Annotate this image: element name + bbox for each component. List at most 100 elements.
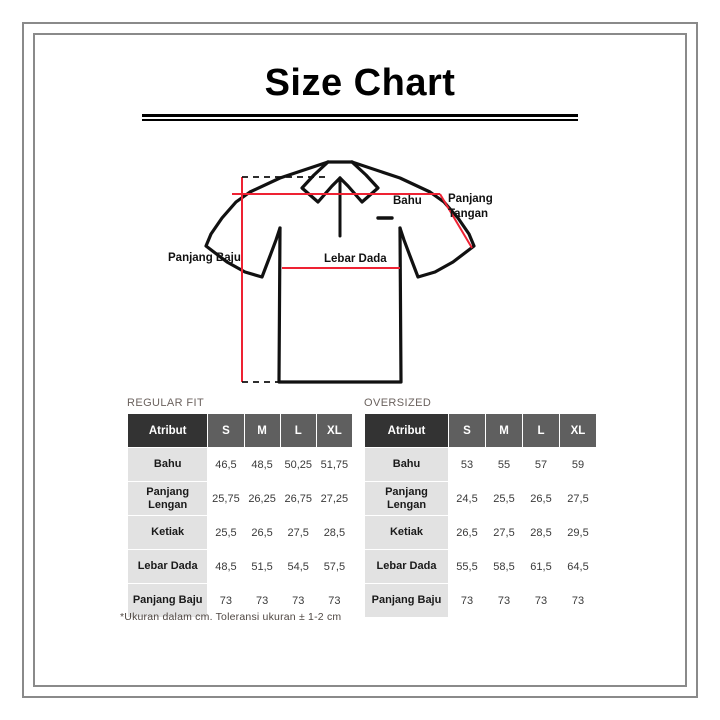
left-sleeve-outline [204,160,330,279]
row-attribute-cell: Bahu [126,447,209,482]
polo-shirt-diagram: Panjang Baju Bahu Panjang Tangan Lebar D… [150,140,530,400]
page-title: Size Chart [264,62,456,104]
row-attribute-cell: Bahu [364,447,449,482]
row-attribute-cell: Ketiak [364,515,449,550]
size-table-regular-fit: Atribut S M L XL Bahu 46,5 48,5 50,25 51,75 Panjan… [126,413,354,618]
diagram-label-lebar-dada: Lebar Dada [324,253,387,265]
measurement-cell: 26,5 [243,515,281,550]
measurement-cell: 54,5 [279,549,317,584]
measurement-cell: 58,5 [485,549,523,584]
measurement-cell: 51,75 [315,447,354,482]
column-header-xl: XL [315,413,354,448]
measurement-cell: 73 [207,583,245,618]
body-outline [277,226,403,384]
row-attribute-cell: Lebar Dada [364,549,449,584]
measurement-cell: 55 [485,447,523,482]
column-header-m: M [485,413,523,448]
measurement-cell: 51,5 [243,549,281,584]
table-header-row: Atribut S M L XL [126,413,354,448]
panjang-tangan-measure-line [439,193,473,249]
measurement-cell: 55,5 [448,549,486,584]
table-row: Ketiak 25,5 26,5 27,5 28,5 [126,515,354,550]
section-label-oversized: OVERSIZED [364,397,432,409]
measurement-cell: 57 [522,447,560,482]
table-row: Panjang Baju 73 73 73 73 [126,583,354,618]
measurement-cell: 50,25 [279,447,317,482]
measurement-cell: 73 [522,583,560,618]
column-header-xl: XL [559,413,597,448]
column-header-s: S [207,413,245,448]
right-sleeve-outline [350,160,476,279]
column-header-atribut: Atribut [364,413,449,448]
table-row: Bahu 53 55 57 59 [364,447,597,482]
diagram-label-panjang-tangan: Panjang Tangan [448,192,493,222]
measurement-cell: 26,75 [279,481,317,516]
footnote: *Ukuran dalam cm. Toleransi ukuran ± 1-2… [120,611,342,623]
column-header-atribut: Atribut [126,413,209,448]
measurement-cell: 53 [448,447,486,482]
measurement-cell: 26,25 [243,481,281,516]
measurement-cell: 64,5 [559,549,597,584]
title-divider-bar-bottom [142,119,578,121]
column-header-m: M [243,413,281,448]
measurement-cell: 57,5 [315,549,354,584]
row-attribute-cell: Panjang Lengan [126,481,209,516]
measurement-cell: 27,5 [559,481,597,516]
row-attribute-cell: Panjang Lengan [364,481,449,516]
measurement-cell: 29,5 [559,515,597,550]
row-attribute-cell: Panjang Baju [126,583,209,618]
measurement-cell: 26,5 [522,481,560,516]
title-divider-bar-top [142,114,578,117]
row-attribute-line2: Lengan [148,498,188,511]
table-row: Panjang Lengan 25,75 26,25 26,75 27,25 [126,481,354,516]
column-header-l: L [522,413,560,448]
measurement-cell: 73 [243,583,281,618]
polo-shirt-svg [204,160,476,384]
diagram-label-bahu: Bahu [393,195,422,207]
table-row: Lebar Dada 55,5 58,5 61,5 64,5 [364,549,597,584]
measurement-cell: 48,5 [207,549,245,584]
measurement-cell: 25,5 [207,515,245,550]
table-row: Ketiak 26,5 27,5 28,5 29,5 [364,515,597,550]
measurement-cell: 27,25 [315,481,354,516]
row-attribute-cell: Ketiak [126,515,209,550]
measurement-cell: 48,5 [243,447,281,482]
title-divider [142,114,578,121]
row-attribute-line2: Lengan [386,498,427,511]
measurement-cell: 73 [448,583,486,618]
row-attribute-cell: Lebar Dada [126,549,209,584]
table-row: Bahu 46,5 48,5 50,25 51,75 [126,447,354,482]
decorative-frame-inner [33,33,687,687]
measurement-cell: 46,5 [207,447,245,482]
measurement-cell: 73 [485,583,523,618]
column-header-l: L [279,413,317,448]
measurement-cell: 73 [279,583,317,618]
measurement-cell: 28,5 [315,515,354,550]
panjang-tangan-line1: Panjang [448,193,493,205]
row-attribute-line1: Panjang [385,485,428,498]
measurement-cell: 28,5 [522,515,560,550]
table-row: Panjang Baju 73 73 73 73 [364,583,597,618]
measurement-cell: 26,5 [448,515,486,550]
row-attribute-line1: Panjang [146,485,190,498]
measurement-cell: 73 [559,583,597,618]
measurement-cell: 25,75 [207,481,245,516]
table-header-row: Atribut S M L XL [364,413,597,448]
measurement-cell: 27,5 [485,515,523,550]
table-row: Panjang Lengan 24,5 25,5 26,5 27,5 [364,481,597,516]
measurement-cell: 24,5 [448,481,486,516]
row-attribute-cell: Panjang Baju [364,583,449,618]
measurement-cell: 61,5 [522,549,560,584]
table-row: Lebar Dada 48,5 51,5 54,5 57,5 [126,549,354,584]
measurement-cell: 25,5 [485,481,523,516]
panjang-tangan-line2: Tangan [448,208,489,220]
diagram-label-panjang-baju: Panjang Baju [168,252,241,264]
section-label-regular-fit: REGULAR FIT [127,397,205,409]
size-table-oversized: Atribut S M L XL Bahu 53 55 57 59 Panjang Lengan 24,… [364,413,597,618]
measurement-cell: 73 [315,583,354,618]
decorative-frame-outer [22,22,698,698]
column-header-s: S [448,413,486,448]
measurement-cell: 27,5 [279,515,317,550]
measurement-cell: 59 [559,447,597,482]
